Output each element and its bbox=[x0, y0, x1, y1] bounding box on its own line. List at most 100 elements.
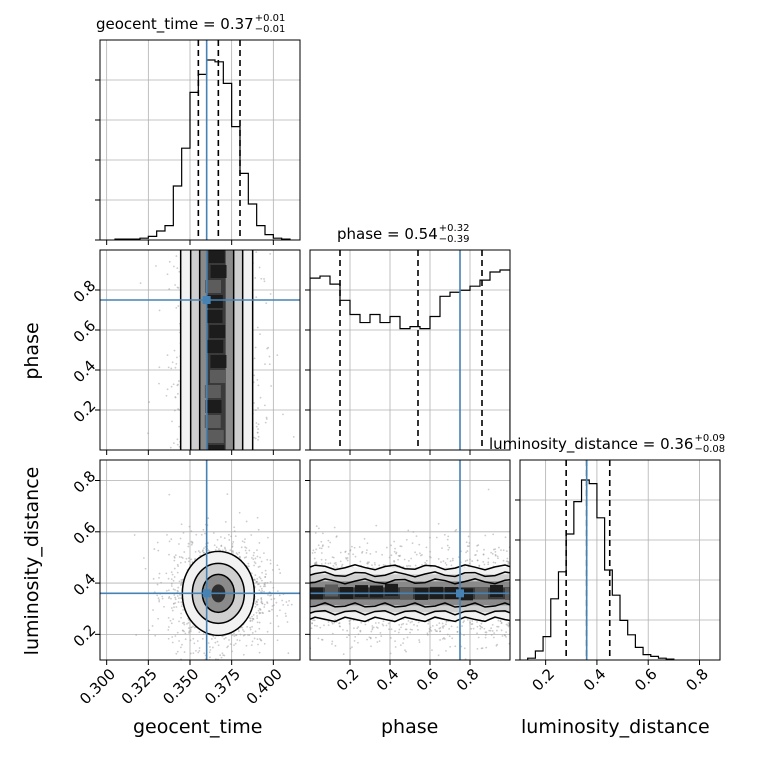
sample-point bbox=[466, 550, 469, 552]
sample-point bbox=[439, 639, 441, 641]
sample-point bbox=[264, 363, 266, 366]
sample-point bbox=[192, 625, 195, 628]
sample-point bbox=[200, 533, 203, 536]
sample-point bbox=[222, 662, 224, 664]
sample-point bbox=[248, 549, 251, 552]
sample-point bbox=[187, 621, 190, 624]
sample-point bbox=[331, 622, 334, 625]
sample-point bbox=[462, 621, 465, 624]
sample-point bbox=[389, 652, 392, 655]
sample-point bbox=[374, 563, 376, 566]
sample-point bbox=[407, 529, 410, 532]
sample-point bbox=[176, 589, 179, 592]
sample-point bbox=[180, 597, 182, 599]
sample-point bbox=[148, 401, 151, 403]
sample-point bbox=[266, 558, 269, 561]
sample-point bbox=[448, 627, 451, 630]
sample-point bbox=[259, 556, 261, 559]
sample-point bbox=[157, 597, 160, 600]
sample-point bbox=[402, 637, 405, 640]
sample-point bbox=[496, 625, 499, 628]
sample-point bbox=[221, 635, 224, 638]
sample-point bbox=[327, 539, 330, 542]
sample-point bbox=[244, 546, 247, 549]
sample-point bbox=[254, 562, 257, 565]
sample-point bbox=[359, 630, 362, 633]
sample-point bbox=[173, 606, 175, 609]
sample-point bbox=[376, 627, 379, 629]
sample-point bbox=[444, 562, 447, 564]
sample-point bbox=[238, 511, 241, 514]
sample-point bbox=[165, 572, 168, 575]
sample-point bbox=[216, 539, 219, 541]
sample-point bbox=[454, 645, 457, 648]
sample-point bbox=[213, 675, 215, 677]
sample-point bbox=[418, 641, 421, 644]
sample-point bbox=[407, 619, 410, 622]
sample-point bbox=[170, 607, 173, 609]
sample-point bbox=[198, 647, 201, 649]
sample-point bbox=[175, 652, 178, 655]
sample-point bbox=[272, 569, 274, 571]
sample-point bbox=[491, 552, 494, 555]
sample-point bbox=[311, 622, 313, 625]
sample-point bbox=[172, 383, 175, 386]
sample-point bbox=[253, 357, 256, 360]
sample-point bbox=[152, 577, 155, 580]
sample-point bbox=[275, 601, 278, 604]
sample-point bbox=[285, 601, 288, 603]
sample-point bbox=[251, 640, 254, 643]
sample-point bbox=[175, 362, 178, 365]
sample-point bbox=[341, 563, 344, 566]
sample-point bbox=[257, 583, 259, 586]
sample-point bbox=[492, 533, 495, 536]
sample-point bbox=[405, 538, 408, 541]
sample-point bbox=[327, 545, 330, 548]
sample-point bbox=[226, 493, 229, 495]
sample-point bbox=[441, 547, 443, 550]
sample-point bbox=[153, 548, 156, 550]
sample-point bbox=[241, 540, 244, 543]
sample-point bbox=[208, 651, 211, 654]
sample-point bbox=[317, 527, 320, 530]
sample-point bbox=[255, 600, 258, 603]
sample-point bbox=[175, 255, 178, 257]
x-tick-label: 0.4 bbox=[580, 665, 610, 695]
sample-point bbox=[476, 625, 479, 628]
sample-point bbox=[165, 589, 168, 592]
sample-point bbox=[365, 551, 368, 554]
density-cell bbox=[355, 585, 368, 598]
sample-point bbox=[414, 551, 417, 554]
sample-point bbox=[398, 623, 401, 626]
sample-point bbox=[415, 553, 418, 556]
sample-point bbox=[388, 628, 390, 631]
sample-point bbox=[252, 614, 255, 616]
sample-point bbox=[367, 562, 369, 565]
sample-point bbox=[258, 266, 261, 269]
sample-point bbox=[314, 551, 316, 554]
sample-point bbox=[417, 628, 419, 631]
sample-point bbox=[228, 639, 230, 641]
sample-point bbox=[190, 626, 192, 629]
density-cell bbox=[206, 295, 223, 308]
sample-point bbox=[242, 629, 244, 631]
sample-point bbox=[451, 557, 454, 560]
sample-point bbox=[324, 562, 327, 565]
sample-point bbox=[207, 517, 210, 520]
sample-point bbox=[262, 585, 265, 588]
sample-point bbox=[163, 605, 165, 608]
sample-point bbox=[167, 589, 170, 592]
sample-point bbox=[202, 633, 205, 636]
sample-point bbox=[244, 538, 246, 541]
sample-point bbox=[247, 565, 250, 568]
sample-point bbox=[172, 588, 175, 591]
sample-point bbox=[478, 624, 481, 627]
sample-point bbox=[263, 583, 266, 586]
sample-point bbox=[272, 604, 275, 607]
sample-point bbox=[234, 642, 237, 645]
sample-point bbox=[466, 545, 469, 548]
sample-point bbox=[270, 594, 273, 597]
sample-point bbox=[174, 554, 177, 557]
sample-point bbox=[170, 538, 173, 541]
sample-point bbox=[411, 620, 413, 623]
